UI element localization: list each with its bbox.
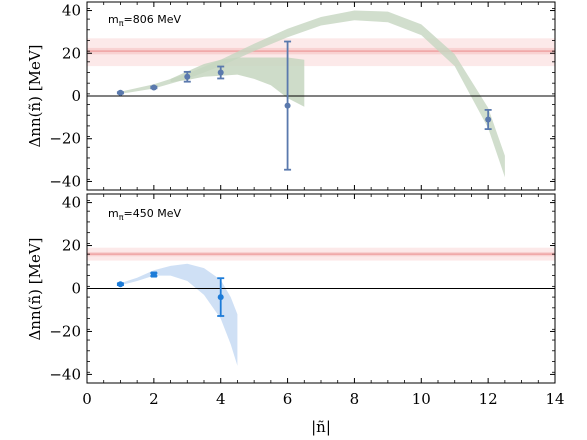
x-axis-label: |ñ| xyxy=(311,418,331,436)
y-tick-label: 40 xyxy=(62,2,81,20)
y-tick-label: 40 xyxy=(62,194,81,212)
x-tick-label: 8 xyxy=(350,390,360,408)
x-tick-label: 6 xyxy=(283,390,293,408)
plot-layer xyxy=(87,247,555,366)
x-tick-label: 2 xyxy=(149,390,159,408)
panel-top: mπ=806 MeV Δnn(ñ) [MeV] −40 −20 0 20 40 xyxy=(26,1,556,191)
reference-band-outer xyxy=(87,38,555,67)
panel-label-top: mπ=806 MeV xyxy=(108,13,182,28)
fit-band xyxy=(120,10,505,178)
data-point xyxy=(117,89,124,96)
y-tick-label: 0 xyxy=(71,280,81,298)
y-axis-label-top: Δnn(ñ) [MeV] xyxy=(26,44,44,147)
data-point xyxy=(150,271,157,278)
data-point xyxy=(184,73,191,80)
data-point xyxy=(217,294,224,301)
y-tick-label: −20 xyxy=(49,322,81,340)
panel-label-bottom: mπ=450 MeV xyxy=(108,207,182,222)
y-tick-label: −40 xyxy=(49,365,81,383)
plot-layer xyxy=(87,10,555,178)
y-tick-label: −40 xyxy=(49,172,81,190)
data-point xyxy=(117,281,124,288)
data-point xyxy=(150,84,157,91)
x-tick-label: 14 xyxy=(545,390,564,408)
fit-band xyxy=(120,263,238,366)
panel-bottom: mπ=450 MeV Δnn(ñ) [MeV] |ñ| −40 −20 0 20 40 0… xyxy=(26,193,565,436)
x-tick-label: 0 xyxy=(82,390,92,408)
data-point xyxy=(485,116,492,123)
y-tick-label: 20 xyxy=(62,237,81,255)
data-point xyxy=(217,69,224,76)
fit-band-small xyxy=(170,57,305,107)
data-point xyxy=(284,102,291,109)
x-tick-label: 4 xyxy=(216,390,226,408)
y-tick-label: 0 xyxy=(71,87,81,105)
y-tick-label: 20 xyxy=(62,44,81,62)
x-tick-label: 10 xyxy=(412,390,431,408)
x-tick-label: 12 xyxy=(479,390,498,408)
y-tick-label: −20 xyxy=(49,130,81,148)
y-axis-label-bottom: Δnn(ñ) [MeV] xyxy=(26,237,44,340)
